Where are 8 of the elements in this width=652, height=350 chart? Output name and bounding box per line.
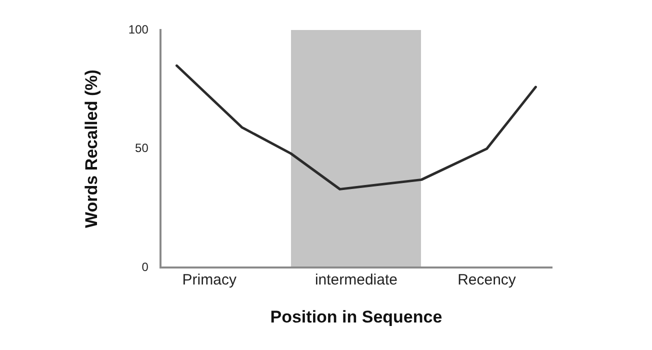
y-tick-label: 50	[135, 141, 149, 156]
y-tick-label: 0	[142, 260, 149, 274]
y-axis-title: Words Recalled (%)	[82, 70, 101, 228]
x-tick-label: Recency	[458, 272, 516, 289]
x-tick-label: intermediate	[314, 272, 398, 289]
y-tick-label: 100	[128, 22, 149, 36]
x-tick-label: Primacy	[182, 272, 237, 289]
x-axis-title: Position in Sequence	[270, 307, 442, 326]
